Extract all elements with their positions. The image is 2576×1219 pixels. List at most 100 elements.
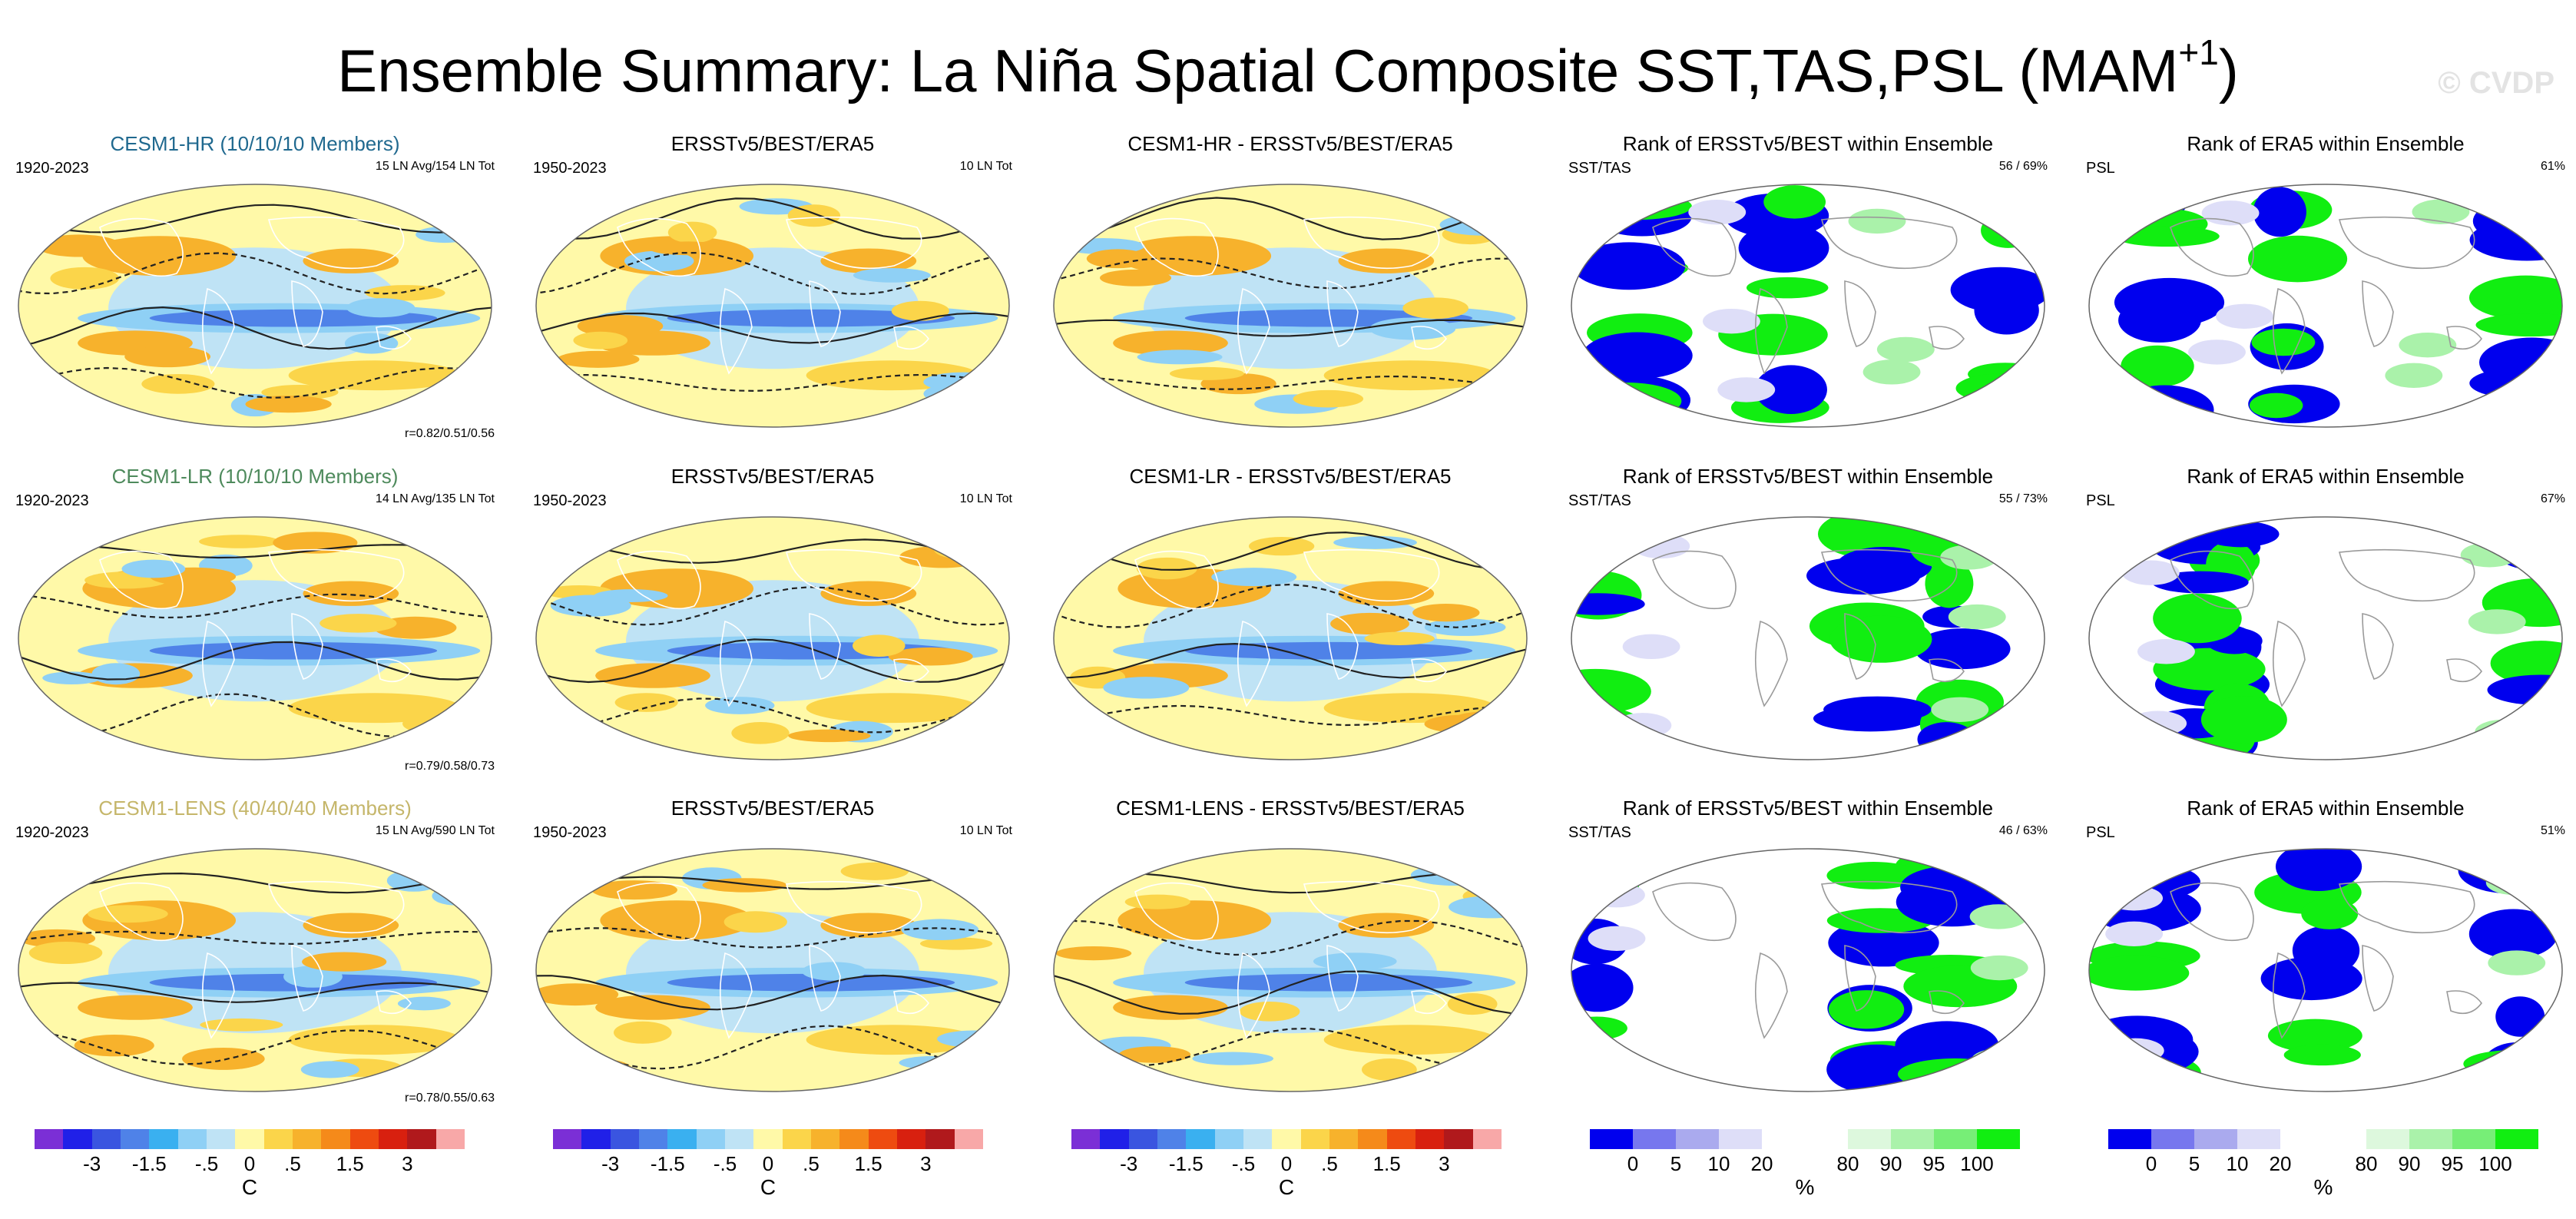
colorbar-swatch bbox=[1186, 1129, 1215, 1149]
colorbar-swatch bbox=[120, 1129, 150, 1149]
anomaly-region bbox=[820, 913, 917, 938]
colorbar-swatch bbox=[435, 1129, 465, 1149]
anomaly-region bbox=[901, 919, 979, 940]
coastline bbox=[268, 880, 405, 934]
anomaly-region bbox=[28, 941, 103, 965]
colorbar-swatch bbox=[1100, 1129, 1129, 1149]
colorbar-swatch bbox=[925, 1129, 955, 1149]
map-outline bbox=[18, 184, 492, 428]
difference-map bbox=[1051, 514, 1530, 763]
anomaly-region bbox=[245, 396, 332, 413]
map-field bbox=[18, 184, 492, 427]
pattern-correlation-label: r=0.82/0.51/0.56 bbox=[405, 427, 495, 440]
coastline bbox=[786, 880, 922, 934]
rank-region bbox=[1971, 1048, 2028, 1074]
rank-map bbox=[1568, 181, 2048, 430]
anomaly-region bbox=[557, 350, 640, 368]
anomaly-region bbox=[1313, 952, 1397, 970]
coastline bbox=[893, 326, 930, 350]
rank-region bbox=[1836, 546, 1932, 585]
map-plot bbox=[18, 184, 492, 428]
colorbar-tick-label: 95 bbox=[2441, 1152, 2464, 1175]
coastline bbox=[1755, 620, 1788, 707]
anomaly-region bbox=[573, 331, 628, 349]
colorbar-tick-label: 20 bbox=[2269, 1152, 2292, 1175]
rank-region bbox=[1717, 377, 1776, 402]
colorbar-tick-label: 0 bbox=[762, 1152, 774, 1175]
rank-region bbox=[2458, 849, 2561, 894]
map-field bbox=[536, 184, 1009, 427]
coastline bbox=[1134, 550, 1219, 610]
colorbar-tick-label: -.5 bbox=[194, 1152, 219, 1175]
rank-map bbox=[2086, 181, 2565, 430]
coastline bbox=[1652, 882, 1737, 942]
anomaly-region bbox=[888, 647, 973, 666]
colorbar-swatch bbox=[235, 1129, 264, 1149]
sst-map bbox=[15, 514, 495, 763]
colorbar-tick-label: 3 bbox=[402, 1152, 413, 1175]
anomaly-region bbox=[1412, 603, 1480, 622]
coastline bbox=[1821, 548, 1958, 602]
colorbar-tick-label: 0 bbox=[2145, 1152, 2157, 1175]
colorbar-tick-label: .5 bbox=[803, 1152, 819, 1175]
colorbar-tick-label: 90 bbox=[2398, 1152, 2421, 1175]
variables-label: PSL bbox=[2086, 492, 2115, 509]
colorbar-swatches bbox=[1071, 1129, 1502, 1149]
coastline bbox=[2339, 216, 2475, 270]
variables-label: PSL bbox=[2086, 824, 2115, 841]
panel-title: Rank of ERSSTv5/BEST within Ensemble bbox=[1622, 132, 1994, 155]
anomaly-region bbox=[365, 285, 445, 301]
coastline bbox=[1303, 548, 1440, 602]
psl-contour bbox=[536, 252, 1009, 295]
map-field bbox=[1054, 184, 1527, 427]
panel-title: ERSSTv5/BEST/ERA5 bbox=[670, 132, 875, 155]
rank-region bbox=[1746, 277, 1829, 299]
anomaly-region bbox=[801, 962, 866, 981]
rank-region bbox=[1900, 865, 2015, 910]
colorbar-swatch bbox=[724, 1129, 754, 1149]
coastline bbox=[201, 620, 235, 707]
panel-rank-sst-lens: Rank of ERSSTv5/BEST within Ensemble SST… bbox=[1555, 797, 2061, 1119]
anomaly-region bbox=[1323, 1025, 1497, 1055]
colorbar-swatch bbox=[1444, 1129, 1473, 1149]
anomaly-region bbox=[545, 1058, 632, 1080]
anomaly-region bbox=[937, 1030, 1009, 1048]
coastline bbox=[720, 287, 753, 375]
rank-region bbox=[1571, 849, 1622, 893]
colorbar-tick-label: -1.5 bbox=[650, 1152, 685, 1175]
map-field bbox=[1054, 849, 1527, 1091]
colorbar-tick-label: 1.5 bbox=[854, 1152, 882, 1175]
coastline bbox=[1755, 952, 1788, 1039]
anomaly-region bbox=[1054, 726, 1135, 748]
colorbar-swatch bbox=[1633, 1129, 1676, 1149]
panel-title: CESM1-HR - ERSSTv5/BEST/ERA5 bbox=[1127, 132, 1453, 155]
colorbar-swatch bbox=[2452, 1129, 2495, 1149]
colorbar-swatch bbox=[2194, 1129, 2237, 1149]
rank-region bbox=[2495, 996, 2545, 1037]
colorbar-swatch bbox=[1358, 1129, 1387, 1149]
rank-region bbox=[2460, 542, 2518, 568]
colorbar-tick-label: .5 bbox=[284, 1152, 301, 1175]
anomaly-region bbox=[288, 693, 462, 724]
anomaly-region bbox=[1055, 946, 1132, 961]
panel-obs-2: ERSSTv5/BEST/ERA5 1950-2023 10 LN Tot bbox=[519, 465, 1026, 787]
panel-obs-1: ERSSTv5/BEST/ERA5 1950-2023 10 LN Tot bbox=[519, 132, 1026, 455]
psl-contour bbox=[536, 197, 1009, 240]
colorbar-swatch bbox=[1071, 1129, 1101, 1149]
colorbar-swatch bbox=[667, 1129, 697, 1149]
map-plot bbox=[18, 848, 492, 1092]
rank-region bbox=[2114, 226, 2220, 247]
map-field bbox=[536, 849, 1009, 1091]
rank-region bbox=[1578, 193, 1692, 220]
anomaly-region bbox=[91, 663, 141, 685]
anomaly-region bbox=[303, 913, 399, 938]
coastline bbox=[268, 216, 405, 270]
rank-colorbar: 0 5 10 20 80 90 95 100% bbox=[2108, 1129, 2538, 1214]
coastline bbox=[268, 548, 405, 602]
anomaly-region bbox=[723, 911, 787, 933]
sst-map bbox=[533, 181, 1012, 430]
map-plot bbox=[1571, 516, 2045, 760]
panel-title: Rank of ERA5 within Ensemble bbox=[2187, 465, 2465, 488]
rank-region bbox=[2267, 1019, 2362, 1052]
panel-model-lr: CESM1-LR (10/10/10 Members) 1920-2023 14… bbox=[2, 465, 508, 787]
